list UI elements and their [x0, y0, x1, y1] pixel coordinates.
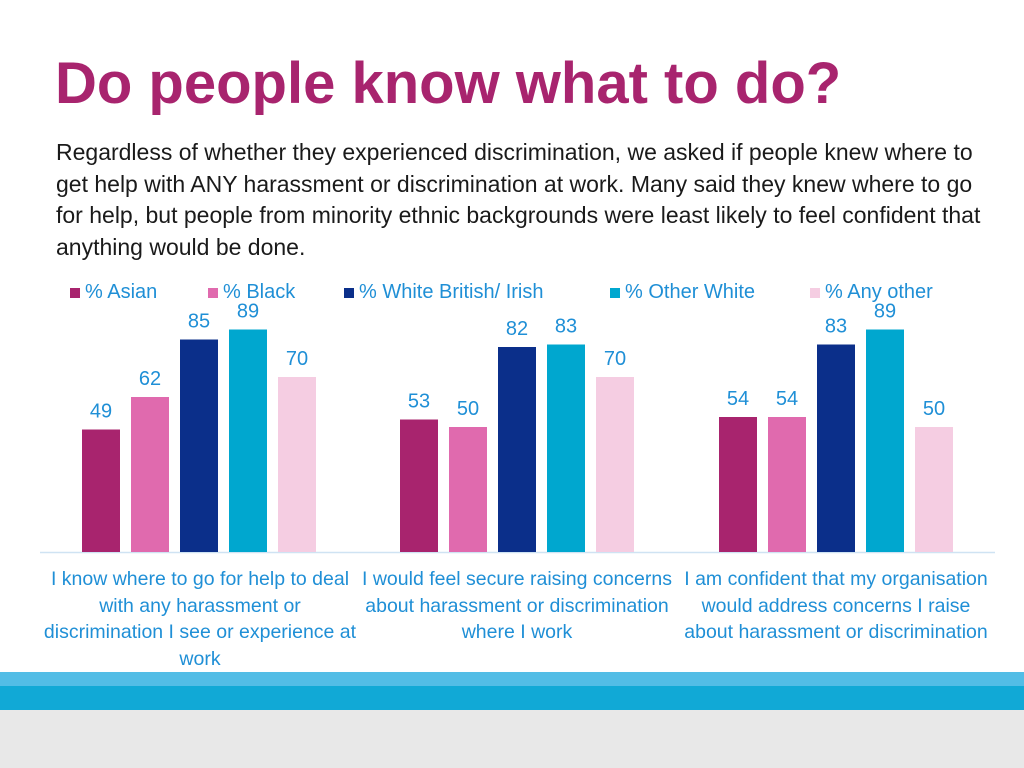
legend-item: % Asian [70, 281, 157, 304]
legend-item: % Other White [610, 281, 755, 304]
legend-swatch [610, 287, 620, 298]
bar [131, 397, 169, 552]
legend-label: % Black [223, 281, 296, 303]
data-label: 70 [604, 348, 626, 370]
bar [449, 427, 487, 552]
legend-label: % White British/ Irish [359, 281, 544, 303]
bar [915, 427, 953, 552]
bar [768, 417, 806, 552]
legend-label: % Any other [825, 281, 933, 303]
footer-band-light-blue [0, 672, 1024, 686]
category-label: I am confident that my organisation woul… [684, 568, 988, 643]
data-label: 70 [286, 348, 308, 370]
intro-paragraph: Regardless of whether they experienced d… [56, 139, 981, 260]
bar [547, 344, 585, 552]
data-label: 89 [874, 301, 896, 323]
data-label: 85 [188, 311, 210, 333]
bar [400, 419, 438, 552]
bar [498, 347, 536, 552]
data-label: 83 [825, 316, 847, 338]
data-label: 49 [90, 401, 112, 423]
data-label: 82 [506, 318, 528, 340]
legend-label: % Asian [85, 281, 158, 303]
bar [180, 339, 218, 552]
bar [82, 429, 120, 552]
data-label: 62 [139, 368, 161, 390]
bar [719, 417, 757, 552]
bar [229, 329, 267, 552]
legend-swatch [208, 287, 218, 298]
data-label: 50 [457, 398, 479, 420]
footer-band-grey [0, 710, 1024, 768]
legend-label: % Other White [625, 281, 756, 303]
data-label: 50 [923, 398, 945, 420]
bar [866, 329, 904, 552]
legend-item: % Any other [810, 281, 933, 304]
legend-item: % Black [208, 281, 295, 304]
legend-item: % White British/ Irish [344, 281, 543, 304]
data-label: 89 [237, 301, 259, 323]
category-label: I know where to go for help to deal with… [43, 568, 357, 670]
legend-swatch [344, 287, 354, 298]
bar [817, 344, 855, 552]
page-title: Do people know what to do? [55, 51, 842, 116]
data-label: 83 [555, 316, 577, 338]
data-label: 53 [408, 391, 430, 413]
data-label: 54 [727, 388, 749, 410]
data-label: 54 [776, 388, 798, 410]
bar [278, 377, 316, 552]
legend-swatch [70, 287, 80, 298]
legend-swatch [810, 287, 820, 298]
category-label: I would feel secure raising concerns abo… [362, 568, 672, 643]
chart-legend: % Asian % Black % White British/ Irish % Ot… [0, 281, 1024, 307]
bar [596, 377, 634, 552]
